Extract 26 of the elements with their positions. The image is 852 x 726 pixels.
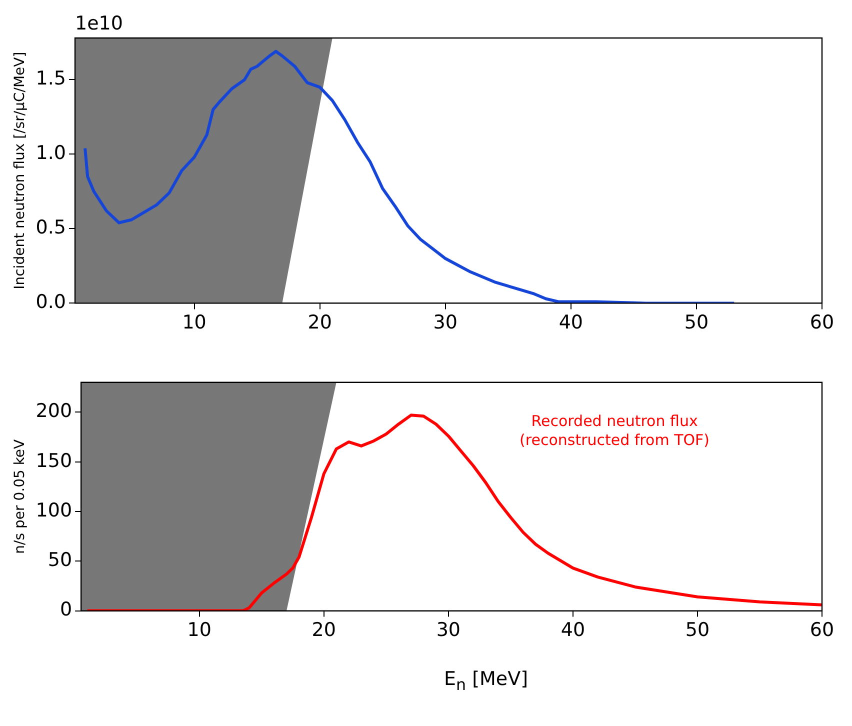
- x-tick-label: 20: [308, 312, 332, 334]
- y-tick-label: 1.0: [36, 142, 66, 164]
- y-tick-label: 0.0: [36, 291, 66, 314]
- x-tick-label: 50: [684, 312, 709, 334]
- y-tick-label: 100: [36, 499, 72, 522]
- x-tick-label: 10: [187, 619, 212, 642]
- y-tick-label: 0: [60, 598, 72, 621]
- x-tick-label: 40: [558, 312, 584, 334]
- y-tick-label: 200: [36, 400, 72, 422]
- y-tick-label: 150: [36, 450, 72, 472]
- x-tick-label: 60: [810, 312, 834, 334]
- y-axis-title: Incident neutron flux [/sr/μC/MeV]: [12, 52, 28, 290]
- y-tick-label: 0.5: [36, 216, 66, 239]
- y-tick-label: 1.5: [36, 68, 66, 90]
- x-tick-label: 60: [810, 619, 834, 642]
- x-tick-label: 20: [312, 619, 336, 642]
- text: Recorded neutron flux (reconstructed from TOF): [520, 412, 710, 449]
- x-tick-label: 30: [433, 312, 458, 334]
- text: 1e10: [75, 12, 123, 34]
- y-axis-title: n/s per 0.05 keV: [12, 438, 28, 554]
- x-axis-title: E$_{n}$ [MeV]: [442, 668, 529, 694]
- y-tick-label: 50: [48, 549, 72, 572]
- x-tick-label: 10: [182, 312, 206, 334]
- x-tick-label: 40: [560, 619, 586, 642]
- x-tick-label: 50: [685, 619, 710, 642]
- x-tick-label: 30: [436, 619, 461, 642]
